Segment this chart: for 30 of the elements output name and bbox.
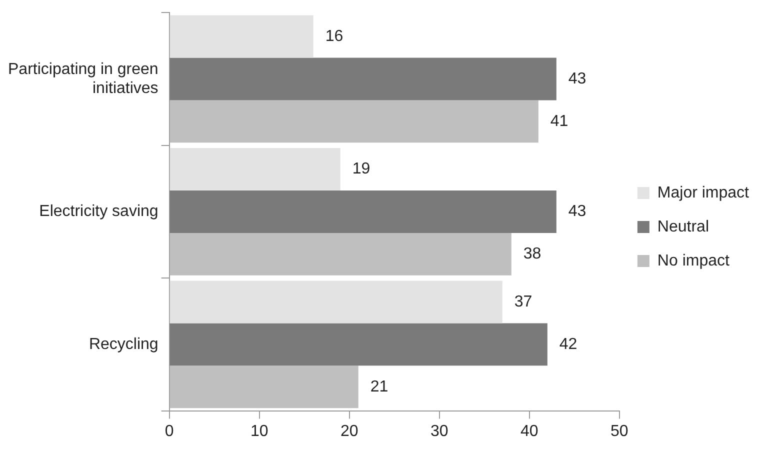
x-tick-label: 40 <box>520 422 538 440</box>
bar <box>170 366 358 408</box>
bar <box>170 323 548 366</box>
bar <box>170 190 556 233</box>
bar <box>170 58 556 100</box>
legend-label: No impact <box>657 252 730 270</box>
data-label: 38 <box>523 246 542 263</box>
data-label: 42 <box>559 336 578 353</box>
data-label: 21 <box>370 378 388 396</box>
bar <box>170 232 512 276</box>
legend-label: Major impact <box>657 184 750 202</box>
x-tick-label: 20 <box>340 422 358 440</box>
bar <box>170 100 538 143</box>
x-tick-label: 0 <box>164 422 174 440</box>
bar <box>170 148 340 190</box>
y-tick-label: Electricity saving <box>39 203 158 220</box>
y-tick-label: Participating in green initiatives <box>8 60 158 97</box>
data-label: 19 <box>352 160 370 178</box>
data-label: 43 <box>568 203 586 220</box>
bar <box>170 15 314 58</box>
x-tick-label: 50 <box>610 422 628 440</box>
x-tick-label: 10 <box>250 422 268 440</box>
legend-label: Neutral <box>657 218 709 236</box>
bar <box>170 280 502 324</box>
data-label: 37 <box>514 293 532 310</box>
data-label: 16 <box>325 28 344 45</box>
data-label: 41 <box>550 112 568 130</box>
data-label: 43 <box>568 70 586 88</box>
y-tick-label: Recycling <box>88 336 158 353</box>
x-tick-label: 30 <box>430 422 448 440</box>
